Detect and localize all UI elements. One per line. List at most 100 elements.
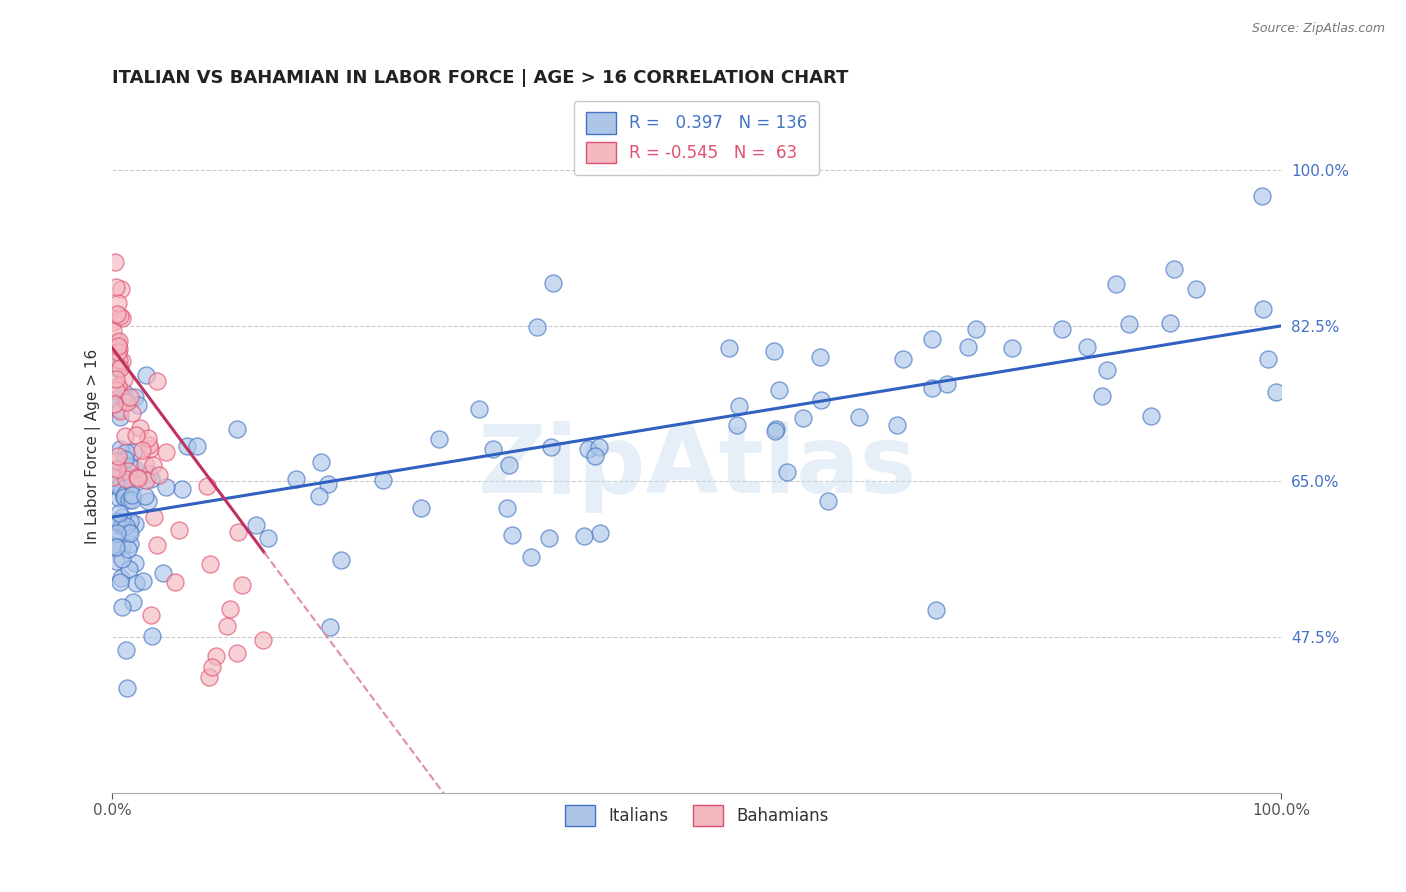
Point	[103, 541, 125, 555]
Point	[108, 480, 131, 494]
Point	[105, 361, 128, 376]
Point	[108, 442, 131, 457]
Point	[114, 471, 136, 485]
Point	[112, 489, 135, 503]
Point	[142, 458, 165, 473]
Point	[111, 466, 134, 480]
Point	[226, 524, 249, 539]
Point	[134, 490, 156, 504]
Point	[107, 379, 129, 393]
Point	[124, 462, 146, 476]
Point	[886, 417, 908, 432]
Point	[104, 254, 127, 268]
Point	[763, 424, 786, 438]
Point	[495, 501, 517, 516]
Point	[118, 562, 141, 576]
Point	[765, 422, 787, 436]
Point	[114, 445, 136, 459]
Point	[142, 510, 165, 524]
Point	[935, 377, 957, 392]
Point	[124, 517, 146, 532]
Point	[163, 574, 186, 589]
Point	[108, 574, 131, 589]
Point	[1251, 301, 1274, 316]
Point	[104, 477, 127, 491]
Point	[1185, 282, 1208, 296]
Point	[114, 487, 136, 501]
Point	[121, 444, 143, 458]
Point	[134, 458, 156, 472]
Point	[132, 574, 155, 589]
Point	[104, 280, 127, 294]
Point	[762, 344, 785, 359]
Point	[107, 460, 129, 475]
Point	[1091, 389, 1114, 403]
Point	[148, 467, 170, 482]
Point	[891, 351, 914, 366]
Point	[105, 462, 128, 476]
Point	[105, 476, 128, 491]
Point	[111, 516, 134, 531]
Point	[105, 372, 128, 386]
Point	[1095, 363, 1118, 377]
Point	[125, 575, 148, 590]
Point	[131, 442, 153, 457]
Point	[146, 374, 169, 388]
Point	[186, 439, 208, 453]
Point	[1251, 189, 1274, 203]
Point	[468, 401, 491, 416]
Point	[576, 442, 599, 457]
Legend: Italians, Bahamians: Italians, Bahamians	[558, 798, 835, 833]
Point	[110, 281, 132, 295]
Point	[105, 540, 128, 554]
Point	[768, 383, 790, 397]
Point	[284, 472, 307, 486]
Point	[107, 514, 129, 528]
Point	[103, 468, 125, 483]
Text: ZipAtlas: ZipAtlas	[477, 421, 917, 513]
Point	[105, 383, 128, 397]
Point	[103, 397, 125, 411]
Point	[111, 482, 134, 496]
Point	[409, 500, 432, 515]
Point	[135, 368, 157, 382]
Point	[114, 476, 136, 491]
Text: Source: ZipAtlas.com: Source: ZipAtlas.com	[1251, 22, 1385, 36]
Point	[808, 350, 831, 364]
Point	[117, 681, 139, 695]
Point	[319, 620, 342, 634]
Point	[107, 339, 129, 353]
Point	[1105, 277, 1128, 291]
Point	[1264, 384, 1286, 399]
Point	[1257, 351, 1279, 366]
Point	[572, 528, 595, 542]
Point	[108, 342, 131, 356]
Point	[108, 353, 131, 368]
Point	[127, 471, 149, 485]
Point	[114, 428, 136, 442]
Point	[104, 392, 127, 407]
Point	[112, 372, 135, 386]
Point	[956, 340, 979, 354]
Point	[115, 643, 138, 657]
Point	[117, 493, 139, 508]
Point	[725, 417, 748, 432]
Point	[104, 454, 127, 468]
Point	[776, 465, 799, 479]
Text: ITALIAN VS BAHAMIAN IN LABOR FORCE | AGE > 16 CORRELATION CHART: ITALIAN VS BAHAMIAN IN LABOR FORCE | AGE…	[112, 69, 849, 87]
Point	[218, 602, 240, 616]
Point	[588, 525, 610, 540]
Point	[139, 472, 162, 486]
Point	[225, 646, 247, 660]
Point	[107, 449, 129, 463]
Point	[152, 566, 174, 580]
Point	[107, 345, 129, 359]
Point	[136, 494, 159, 508]
Point	[121, 488, 143, 502]
Point	[541, 276, 564, 290]
Point	[124, 390, 146, 404]
Point	[256, 531, 278, 545]
Point	[136, 430, 159, 444]
Point	[104, 554, 127, 568]
Point	[114, 451, 136, 466]
